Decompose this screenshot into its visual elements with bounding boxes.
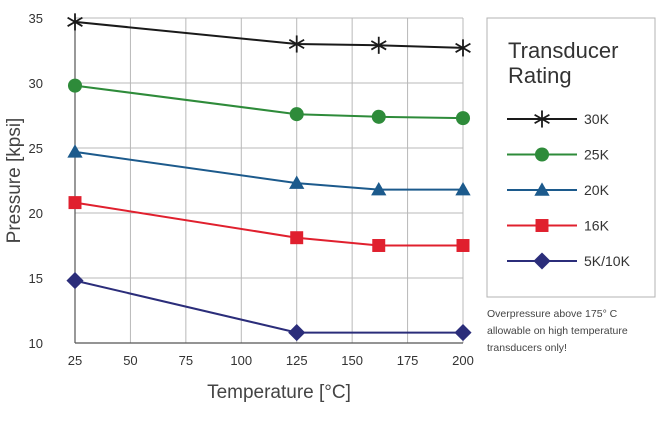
legend-label: 25K bbox=[584, 147, 610, 163]
x-tick-label: 100 bbox=[230, 353, 252, 368]
data-point-asterisk bbox=[67, 13, 83, 31]
data-point-diamond bbox=[288, 324, 306, 342]
series-line bbox=[74, 20, 464, 49]
x-tick-label: 175 bbox=[397, 353, 419, 368]
data-point-triangle bbox=[371, 181, 387, 196]
note-line-3: transducers only! bbox=[487, 342, 567, 354]
data-point-circle bbox=[289, 107, 304, 122]
data-point-triangle bbox=[289, 175, 305, 189]
y-tick-label: 35 bbox=[29, 11, 43, 26]
data-point-asterisk bbox=[370, 36, 387, 54]
legend-title-line-1: Transducer bbox=[508, 38, 618, 63]
data-point-circle bbox=[455, 111, 471, 126]
legend-label: 20K bbox=[584, 182, 610, 198]
x-tick-label: 150 bbox=[341, 353, 363, 368]
asterisk-marker bbox=[534, 110, 550, 128]
series-line bbox=[74, 150, 463, 191]
series-line bbox=[74, 279, 463, 334]
circle-marker bbox=[534, 147, 550, 162]
series-16k bbox=[68, 196, 470, 252]
data-point-circle bbox=[67, 78, 83, 93]
data-point-triangle bbox=[455, 181, 471, 196]
legend-item: 16K bbox=[507, 218, 610, 234]
x-tick-label: 50 bbox=[123, 353, 137, 368]
series-line bbox=[74, 84, 464, 120]
x-tick-label: 75 bbox=[179, 353, 193, 368]
legend-item: 30K bbox=[507, 110, 610, 128]
x-tick-label: 25 bbox=[68, 353, 82, 368]
legend-title-line-2: Rating bbox=[508, 63, 572, 88]
data-point-asterisk bbox=[455, 39, 471, 57]
legend-label: 16K bbox=[584, 218, 610, 234]
series-25k bbox=[67, 78, 471, 126]
data-point-square bbox=[290, 231, 304, 245]
x-axis-title: Temperature [°C] bbox=[207, 382, 351, 403]
y-axis-title: Pressure [kpsi] bbox=[4, 118, 25, 244]
series-30k bbox=[67, 13, 471, 57]
data-point-square bbox=[68, 196, 82, 210]
y-tick-label: 20 bbox=[29, 206, 43, 221]
triangle-marker bbox=[534, 182, 550, 196]
data-point-diamond bbox=[66, 272, 84, 290]
diamond-marker bbox=[533, 252, 551, 270]
x-tick-label: 200 bbox=[452, 353, 474, 368]
y-tick-label: 15 bbox=[29, 271, 43, 286]
series-lines bbox=[66, 13, 472, 342]
data-point-square bbox=[456, 239, 470, 252]
legend-item: 20K bbox=[507, 182, 610, 198]
note-line-1: Overpressure above 175° C bbox=[487, 308, 618, 320]
square-marker bbox=[535, 219, 549, 232]
y-tick-label: 25 bbox=[29, 141, 43, 156]
series-line bbox=[74, 201, 463, 247]
y-tick-label: 30 bbox=[29, 76, 43, 91]
series-5k-10k bbox=[66, 272, 472, 342]
legend-item: 25K bbox=[507, 147, 610, 163]
tick-labels: 25 50 75 100 125 150 175 200 10 15 20 25 30 35 bbox=[29, 11, 474, 368]
note-line-2: allowable on high temperature bbox=[487, 325, 628, 337]
legend: Transducer Rating 30K 25K 20K 16K 5K/10K bbox=[486, 17, 656, 298]
legend-label: 5K/10K bbox=[584, 253, 631, 269]
x-tick-label: 125 bbox=[286, 353, 308, 368]
data-point-circle bbox=[371, 109, 386, 124]
grid-lines bbox=[75, 17, 464, 343]
data-point-square bbox=[372, 239, 386, 252]
data-point-triangle bbox=[67, 144, 83, 158]
y-tick-label: 10 bbox=[29, 336, 43, 351]
legend-box bbox=[486, 17, 656, 298]
legend-label: 30K bbox=[584, 111, 610, 127]
data-point-diamond bbox=[454, 324, 472, 342]
series-20k bbox=[67, 144, 471, 196]
data-point-asterisk bbox=[288, 35, 305, 53]
overpressure-note: Overpressure above 175° C allowable on h… bbox=[487, 308, 628, 354]
legend-item: 5K/10K bbox=[507, 252, 631, 270]
